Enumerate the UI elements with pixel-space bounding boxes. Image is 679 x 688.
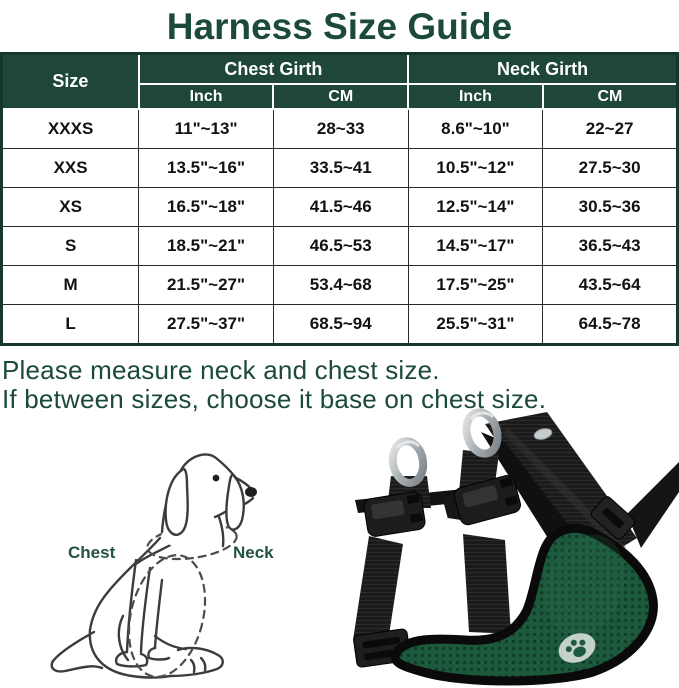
col-header-chest-cm: CM [272,83,410,110]
metal-rivet [533,428,553,440]
harness-strap [463,534,511,634]
table-row: XS 16.5"~18" 41.5~46 12.5"~14" 30.5~36 [0,187,678,227]
neck-inch-cell: 10.5"~12" [407,148,544,188]
col-header-size: Size [0,52,140,110]
neck-cm-cell: 27.5~30 [542,148,678,188]
chest-inch-cell: 18.5"~21" [138,226,274,266]
neck-inch-cell: 12.5"~14" [407,187,544,227]
size-cell: XS [0,187,140,227]
dog-near-ear [164,467,189,536]
chest-inch-cell: 11"~13" [138,108,274,149]
col-header-neck-girth: Neck Girth [407,52,679,85]
neck-cm-cell: 22~27 [542,108,678,149]
harness-strap [353,536,403,648]
neck-inch-cell: 25.5"~31" [407,304,544,345]
chest-cm-cell: 41.5~46 [272,187,409,227]
page-title: Harness Size Guide [166,6,513,47]
chest-cm-cell: 28~33 [272,108,409,149]
col-header-chest-inch: Inch [137,83,275,110]
neck-girth-dashed-line [146,523,238,561]
size-table: Size Chest Girth Neck Girth Inch CM Inch… [0,52,679,346]
dog-eye [212,474,220,482]
neck-measure-label: Neck [233,543,274,562]
size-cell: M [0,265,140,305]
neck-cm-cell: 43.5~64 [542,265,678,305]
table-header-row-groups: Size Chest Girth Neck Girth [0,52,679,110]
note-line-2: If between sizes, choose it base on ches… [2,384,547,414]
harness-photo [353,408,679,686]
buckle [363,491,426,537]
metal-d-ring-icon [462,408,502,458]
table-row: XXXS 11"~13" 28~33 8.6"~10" 22~27 [0,108,678,149]
neck-cm-cell: 64.5~78 [542,304,678,345]
note-line-1: Please measure neck and chest size. [2,355,440,385]
buckle [443,475,521,526]
strap-slider [590,496,636,540]
chest-cm-cell: 53.4~68 [272,265,409,305]
chest-inch-cell: 21.5"~27" [138,265,274,305]
table-row: XXS 13.5"~16" 33.5~41 10.5"~12" 27.5~30 [0,148,678,188]
neck-inch-cell: 14.5"~17" [407,226,544,266]
measure-note: Please measure neck and chest size. If b… [2,356,679,414]
size-cell: XXXS [0,108,140,149]
size-table-body: XXXS 11"~13" 28~33 8.6"~10" 22~27 XXS 13… [0,108,678,345]
chest-cm-cell: 46.5~53 [272,226,409,266]
chest-measure-label: Chest [68,543,116,562]
chest-inch-cell: 16.5"~18" [138,187,274,227]
size-cell: XXS [0,148,140,188]
chest-cm-cell: 33.5~41 [272,148,409,188]
table-row: L 27.5"~37" 68.5~94 25.5"~31" 64.5~78 [0,304,678,345]
chest-girth-dashed-line [127,554,207,678]
neck-inch-cell: 17.5"~25" [407,265,544,305]
neck-inch-cell: 8.6"~10" [407,108,544,149]
chest-cm-cell: 68.5~94 [272,304,409,345]
table-header-row-units: Inch CM Inch CM [2,83,679,110]
neck-cm-cell: 36.5~43 [542,226,678,266]
table-row: M 21.5"~27" 53.4~68 17.5"~25" 43.5~64 [0,265,678,305]
paw-print-icon [558,633,596,663]
dog-nose [245,487,257,497]
size-cell: S [0,226,140,266]
dog-far-ear [225,473,245,531]
col-header-neck-cm: CM [541,83,679,110]
col-header-chest-girth: Chest Girth [137,52,410,85]
chest-inch-cell: 13.5"~16" [138,148,274,188]
size-table-header: Size Chest Girth Neck Girth Inch CM Inch… [0,52,679,110]
metal-d-ring-icon [388,437,428,487]
harness-strap [485,412,637,570]
dog-head [160,453,257,552]
table-row: S 18.5"~21" 46.5~53 14.5"~17" 36.5~43 [0,226,678,266]
harness-strap [627,462,679,548]
dog-measurement-illustration [50,453,257,679]
col-header-neck-inch: Inch [407,83,544,110]
chest-inch-cell: 27.5"~37" [138,304,274,345]
neck-cm-cell: 30.5~36 [542,187,678,227]
size-cell: L [0,304,140,345]
